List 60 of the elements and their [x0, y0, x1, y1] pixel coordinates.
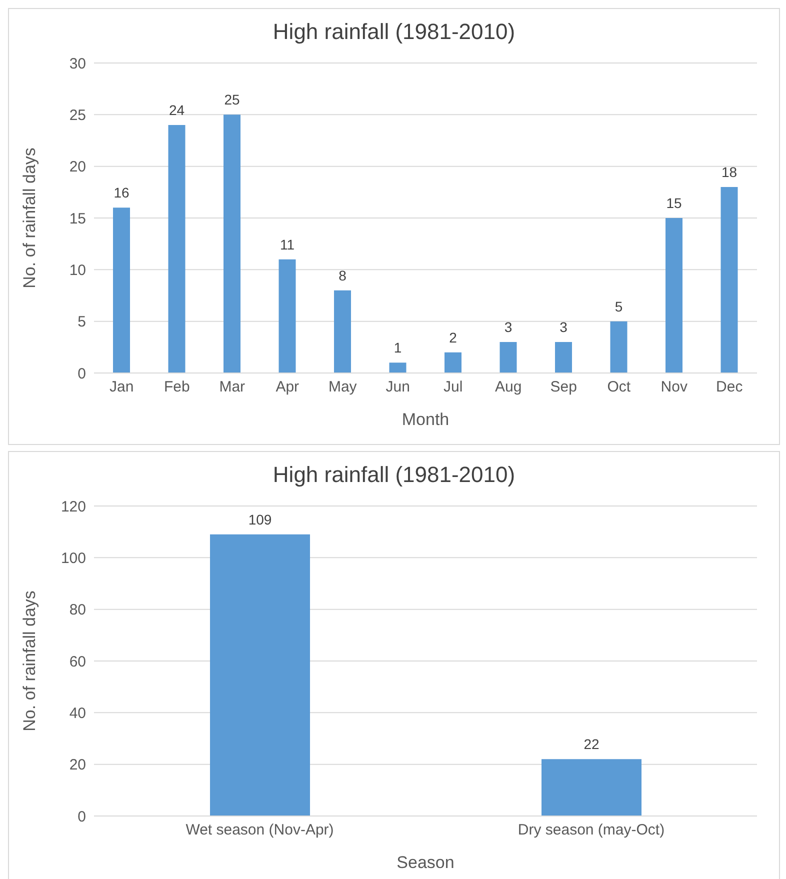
data-label: 24 [168, 102, 185, 118]
x-tick-label: Jun [386, 378, 410, 396]
data-label: 2 [449, 329, 458, 346]
chart-title: High rainfall (1981-2010) [272, 461, 516, 489]
bar [500, 342, 517, 373]
x-tick-label: Jul [444, 378, 463, 396]
y-tick-label: 30 [69, 55, 86, 72]
data-label: 109 [248, 511, 272, 528]
x-tick-label: Wet season (Nov-Apr) [186, 822, 334, 839]
x-tick-label: Feb [164, 378, 190, 396]
y-tick-label: 100 [60, 550, 86, 567]
y-tick-label: 0 [78, 808, 86, 826]
bar [444, 352, 462, 373]
data-label: 1 [394, 340, 402, 356]
bar [224, 114, 240, 373]
bar [666, 218, 682, 373]
y-tick-label: 5 [78, 314, 86, 331]
x-tick-label: Dry season (may-Oct) [518, 822, 665, 839]
bar [555, 342, 572, 373]
y-tick-label: 80 [69, 602, 86, 619]
bar [278, 259, 296, 373]
x-tick-label: Oct [607, 378, 632, 396]
data-label: 3 [504, 319, 512, 335]
bar [389, 362, 406, 373]
bar [113, 208, 130, 373]
x-tick-label: Aug [495, 378, 522, 396]
data-label: 16 [114, 184, 130, 201]
x-tick-label: Jan [110, 378, 134, 396]
x-tick-label: May [328, 378, 358, 396]
x-axis-title: Month [402, 410, 450, 429]
data-label: 11 [280, 236, 295, 252]
data-label: 18 [721, 164, 738, 180]
data-label: 25 [224, 92, 240, 108]
data-label: 8 [338, 267, 347, 284]
x-tick-label: Apr [276, 378, 300, 396]
y-tick-label: 20 [69, 756, 86, 774]
y-tick-label: 120 [60, 498, 86, 516]
data-label: 3 [560, 319, 568, 335]
y-axis-title: No. of rainfall days [20, 590, 40, 732]
data-label: 15 [666, 195, 682, 211]
x-tick-label: Mar [219, 378, 246, 396]
x-tick-label: Nov [660, 378, 688, 396]
y-tick-label: 20 [69, 158, 86, 176]
x-tick-label: Dec [716, 378, 744, 396]
y-tick-label: 15 [69, 210, 86, 228]
chart-title: High rainfall (1981-2010) [272, 18, 516, 46]
data-label: 22 [584, 736, 600, 752]
y-tick-label: 40 [69, 704, 86, 722]
y-tick-label: 60 [69, 653, 86, 670]
y-axis-title: No. of rainfall days [20, 148, 40, 288]
x-tick-label: Sep [550, 378, 577, 396]
y-tick-label: 0 [78, 365, 86, 382]
y-tick-label: 25 [69, 106, 86, 124]
data-label: 5 [614, 298, 623, 314]
bar [610, 321, 628, 373]
y-tick-label: 10 [69, 262, 86, 279]
bar [720, 187, 738, 373]
bar [168, 125, 186, 373]
bar [334, 290, 351, 373]
x-axis-title: Season [396, 853, 454, 872]
